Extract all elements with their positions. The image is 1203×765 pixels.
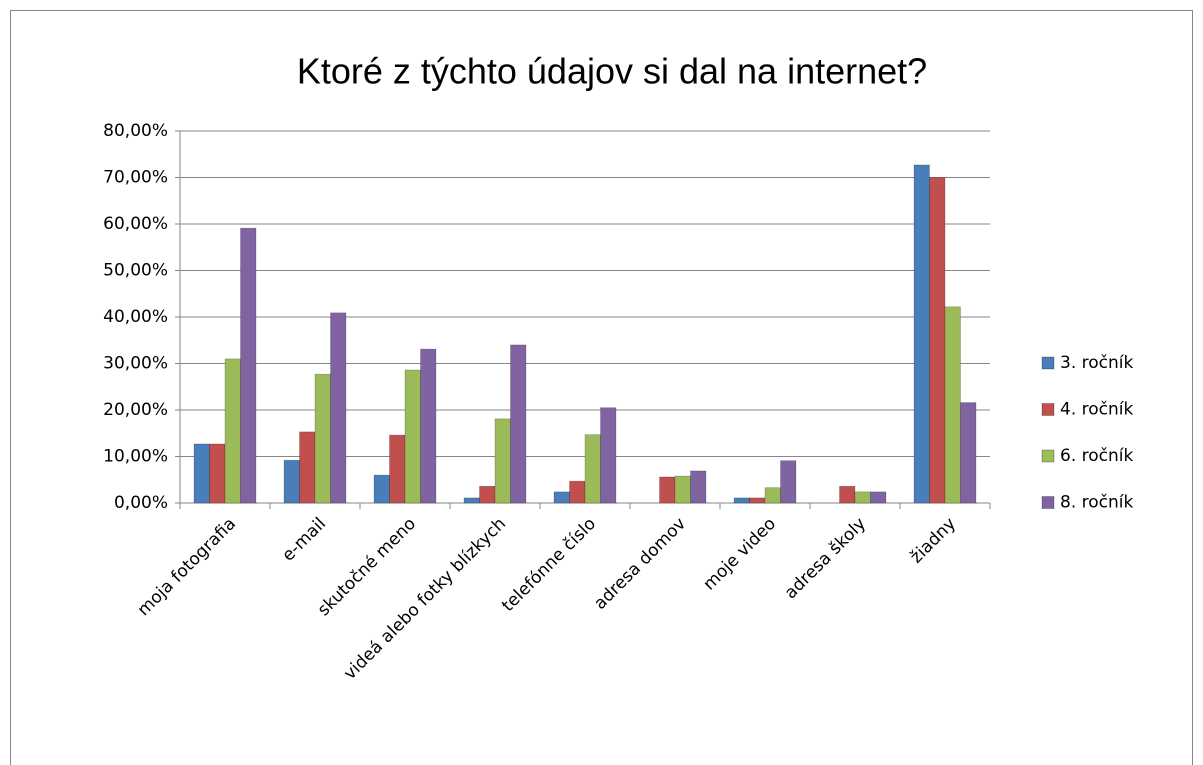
bar — [553, 491, 570, 504]
bar — [299, 431, 316, 504]
legend-swatch — [1041, 496, 1055, 509]
y-tick-label: 60,00% — [103, 214, 168, 234]
legend-label: 3. ročník — [1060, 353, 1133, 373]
bar — [420, 348, 437, 504]
bar — [283, 459, 300, 504]
bar — [193, 443, 210, 504]
bar — [913, 164, 930, 504]
y-tick-label: 70,00% — [103, 168, 168, 188]
bar — [600, 407, 617, 504]
bar — [494, 418, 511, 504]
bar — [659, 476, 676, 504]
bar — [463, 497, 480, 504]
chart-frame — [10, 10, 1193, 765]
bar — [224, 358, 241, 504]
legend-swatch — [1041, 449, 1055, 463]
legend-swatch — [1041, 403, 1055, 416]
legend-label: 6. ročník — [1060, 446, 1133, 466]
bar — [854, 491, 871, 504]
legend-swatch — [1041, 356, 1055, 370]
bar — [764, 487, 781, 504]
bar — [584, 434, 601, 504]
bar — [240, 227, 257, 504]
bar — [780, 460, 797, 504]
bar — [929, 177, 946, 504]
y-tick-label: 40,00% — [103, 307, 168, 327]
bar — [510, 344, 527, 504]
bar — [690, 470, 707, 504]
bar — [749, 497, 766, 504]
bar — [389, 434, 406, 504]
bar — [404, 369, 421, 504]
bar — [373, 474, 390, 504]
y-tick-label: 10,00% — [103, 447, 168, 467]
y-tick-label: 20,00% — [103, 400, 168, 420]
bar — [839, 485, 856, 504]
bar — [960, 402, 977, 504]
y-tick-label: 80,00% — [103, 121, 168, 141]
bar — [209, 443, 226, 504]
legend-label: 4. ročník — [1060, 400, 1133, 420]
bar — [479, 485, 496, 504]
bar — [870, 491, 887, 504]
legend-label: 8. ročník — [1060, 493, 1133, 513]
y-tick-label: 0,00% — [114, 493, 168, 513]
bar — [674, 475, 691, 504]
y-tick-label: 30,00% — [103, 354, 168, 374]
chart-title: Ktoré z týchto údajov si dal na internet… — [297, 51, 927, 92]
bar — [569, 480, 586, 504]
bar — [733, 497, 750, 504]
bar — [314, 373, 331, 504]
bar — [944, 306, 961, 504]
y-tick-label: 50,00% — [103, 261, 168, 281]
bar — [330, 312, 347, 504]
